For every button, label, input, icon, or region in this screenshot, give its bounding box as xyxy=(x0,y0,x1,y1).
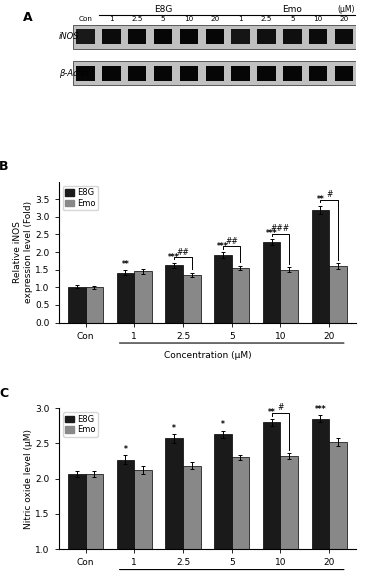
Bar xyxy=(232,458,249,572)
Text: A: A xyxy=(23,11,33,25)
Bar xyxy=(214,434,232,572)
Text: 1: 1 xyxy=(109,15,114,22)
Bar xyxy=(154,66,172,81)
Bar xyxy=(134,470,152,572)
Bar xyxy=(335,66,353,81)
Bar xyxy=(329,442,347,572)
Bar xyxy=(280,456,298,572)
Bar xyxy=(232,66,250,81)
Text: 20: 20 xyxy=(339,15,349,22)
Y-axis label: Nitric oxide level (μM): Nitric oxide level (μM) xyxy=(23,428,33,529)
Bar xyxy=(309,30,327,44)
Text: 5: 5 xyxy=(161,15,166,22)
Bar xyxy=(180,30,198,44)
Bar xyxy=(283,30,302,44)
Legend: E8G, Emo: E8G, Emo xyxy=(63,186,98,210)
Text: iNOS: iNOS xyxy=(59,33,79,41)
Text: 1: 1 xyxy=(238,15,243,22)
Text: ##: ## xyxy=(177,248,189,257)
Bar xyxy=(117,459,134,572)
Bar xyxy=(206,66,224,81)
Text: Emo: Emo xyxy=(283,5,302,14)
Text: *: * xyxy=(221,420,225,429)
Text: 2.5: 2.5 xyxy=(131,15,143,22)
Bar xyxy=(102,66,120,81)
Text: **: ** xyxy=(317,195,324,204)
Text: B: B xyxy=(0,160,9,173)
Bar xyxy=(73,61,356,85)
Bar xyxy=(232,30,250,44)
Bar xyxy=(335,30,353,44)
Bar xyxy=(166,265,183,323)
Text: ###: ### xyxy=(271,224,290,233)
Text: 2.5: 2.5 xyxy=(261,15,272,22)
Bar xyxy=(128,30,146,44)
Text: C: C xyxy=(0,387,8,400)
Bar xyxy=(214,255,232,323)
Bar xyxy=(257,30,276,44)
Bar xyxy=(312,210,329,323)
Bar xyxy=(86,474,103,572)
Text: *: * xyxy=(124,445,127,454)
Bar xyxy=(73,25,356,49)
Text: Con: Con xyxy=(79,15,92,22)
Text: ***: *** xyxy=(168,253,180,261)
Bar xyxy=(128,66,146,81)
Text: 20: 20 xyxy=(210,15,219,22)
Text: #: # xyxy=(277,403,284,412)
Text: 10: 10 xyxy=(314,15,323,22)
Bar xyxy=(309,66,327,81)
Text: ##: ## xyxy=(225,237,238,246)
Bar xyxy=(283,66,302,81)
Bar xyxy=(134,272,152,323)
Bar xyxy=(166,438,183,572)
Text: ***: *** xyxy=(315,405,326,414)
Text: 10: 10 xyxy=(184,15,193,22)
Text: β-Actin: β-Actin xyxy=(59,69,88,78)
Text: (μM): (μM) xyxy=(337,5,355,14)
Bar xyxy=(154,30,172,44)
Text: **: ** xyxy=(268,408,276,418)
Bar xyxy=(263,242,280,323)
Text: ***: *** xyxy=(217,241,229,251)
Bar xyxy=(180,66,198,81)
Y-axis label: Relative iNOS
expression level (Fold): Relative iNOS expression level (Fold) xyxy=(13,201,33,303)
Bar xyxy=(206,30,224,44)
Text: Concentration (μM): Concentration (μM) xyxy=(164,351,251,360)
Bar xyxy=(263,422,280,572)
Bar xyxy=(117,272,134,323)
Bar xyxy=(232,268,249,323)
Bar xyxy=(76,66,95,81)
Text: *: * xyxy=(172,424,176,433)
Legend: E8G, Emo: E8G, Emo xyxy=(63,412,98,437)
Bar xyxy=(68,474,86,572)
Bar xyxy=(329,266,347,323)
Bar xyxy=(76,30,95,44)
Bar xyxy=(68,287,86,323)
Bar xyxy=(257,66,276,81)
Bar xyxy=(183,466,200,572)
Bar xyxy=(183,275,200,323)
Text: ***: *** xyxy=(266,229,277,238)
Text: 5: 5 xyxy=(290,15,295,22)
Text: E8G: E8G xyxy=(154,5,172,14)
Bar xyxy=(102,30,120,44)
Text: #: # xyxy=(326,190,333,199)
Bar xyxy=(86,287,103,323)
Text: **: ** xyxy=(121,260,129,269)
Bar xyxy=(280,270,298,323)
Bar xyxy=(312,419,329,572)
